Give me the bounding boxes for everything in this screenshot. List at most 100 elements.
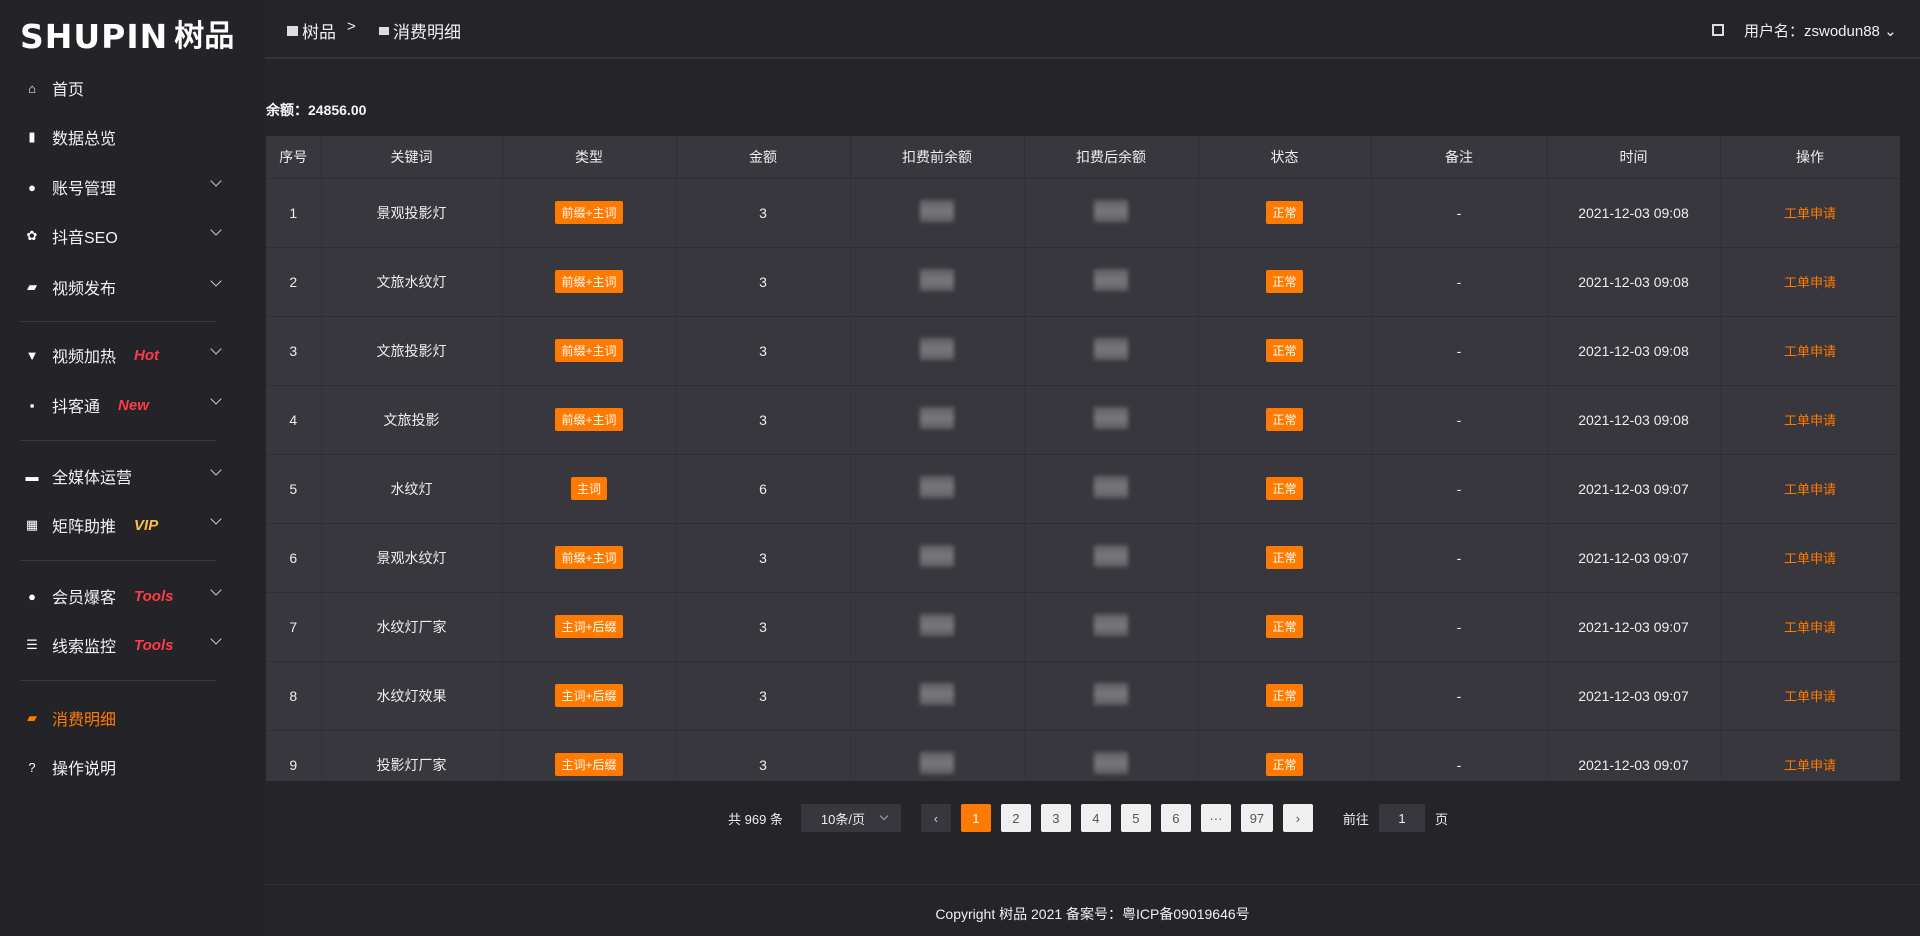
page-button[interactable]: 97 [1240, 804, 1273, 832]
cell-6: 正常 [1198, 385, 1372, 455]
ticket-request-link[interactable]: 工单申请 [1783, 758, 1836, 773]
sidebar-item-label: 视频加热 [52, 349, 117, 366]
ticket-request-link[interactable]: 工单申请 [1783, 275, 1836, 290]
fullscreen-icon[interactable] [1712, 24, 1724, 36]
cell-0: 1 [266, 178, 322, 248]
page-button[interactable]: 6 [1160, 804, 1191, 832]
page-button[interactable]: 5 [1120, 804, 1151, 832]
cell-0: 4 [266, 385, 322, 455]
ticket-request-link[interactable]: 工单申请 [1783, 344, 1836, 359]
user-icon: ● [28, 588, 36, 604]
page-button[interactable]: 4 [1080, 804, 1111, 832]
goto-page-input[interactable]: 1 [1378, 804, 1425, 832]
cell-3: 3 [676, 385, 851, 455]
chevron-down-icon [210, 464, 222, 476]
cell-7: - [1371, 661, 1548, 731]
cell-1: 水纹灯效果 [321, 661, 503, 731]
chevron-down-icon: ⌄ [1884, 23, 1897, 40]
page-button[interactable]: 1 [960, 804, 991, 832]
cell-6: 正常 [1198, 592, 1372, 662]
type-tag: 主词 [570, 477, 607, 500]
next-page-button[interactable]: › [1282, 804, 1313, 832]
blurred-value [920, 269, 954, 291]
consumption-table[interactable]: 序号 关键词 类型 金额 扣费前余额 扣费后余额 状态 备注 时间 操作 1 景观投影灯 前缀+主词 3… [266, 136, 1900, 781]
column-header: 类型 [502, 136, 677, 179]
ticket-request-link[interactable]: 工单申请 [1783, 620, 1836, 635]
page-button[interactable]: 2 [1000, 804, 1031, 832]
sidebar-item-label: 会员爆客 [52, 590, 117, 607]
cell-7: - [1371, 178, 1548, 248]
cell-9: 工单申请 [1720, 661, 1900, 731]
cell-8: 2021-12-03 09:07 [1547, 523, 1721, 593]
sliders-icon: ☰ [26, 637, 38, 652]
sidebar-badge: VIP [134, 516, 159, 534]
cell-3: 3 [676, 523, 851, 593]
cell-8: 2021-12-03 09:08 [1547, 316, 1721, 386]
cell-4 [850, 730, 1025, 781]
page-button[interactable]: 3 [1040, 804, 1071, 832]
sidebar-item-5[interactable]: ▼ 视频加热 Hot [0, 337, 240, 373]
chevron-down-icon [210, 224, 222, 236]
sidebar-item-6[interactable]: ▪ 抖客通 New [0, 387, 240, 423]
chevron-down-icon [210, 175, 222, 187]
status-badge: 正常 [1266, 615, 1303, 638]
cell-1: 文旅投影灯 [321, 316, 503, 386]
page-button[interactable]: ··· [1200, 804, 1231, 832]
sidebar-item-2[interactable]: ● 账号管理 [0, 169, 240, 205]
cell-9: 工单申请 [1720, 523, 1900, 593]
sidebar-item-4[interactable]: ▰ 视频发布 [0, 269, 240, 305]
user-icon: ● [28, 179, 36, 195]
gear-icon: ✿ [26, 228, 38, 243]
ticket-request-link[interactable]: 工单申请 [1783, 413, 1836, 428]
breadcrumb-separator: > [347, 18, 356, 35]
sidebar: SHUPIN 树品 ⌂ 首页 ▮ 数据总览 ● 账号管理 ✿ 抖音SEO ▰ 视频发布 ▼ 视频加热 H… [0, 0, 265, 936]
cell-9: 工单申请 [1720, 730, 1900, 781]
breadcrumb-current: 消费明细 [379, 18, 461, 43]
cell-9: 工单申请 [1720, 385, 1900, 455]
cell-3: 6 [676, 454, 851, 524]
sidebar-item-7[interactable]: ▬ 全媒体运营 [0, 458, 240, 494]
video-icon: ▰ [27, 279, 37, 294]
cell-8: 2021-12-03 09:08 [1547, 247, 1721, 317]
cell-5 [1024, 385, 1199, 455]
blurred-value [1094, 476, 1128, 498]
ticket-request-link[interactable]: 工单申请 [1783, 482, 1836, 497]
blurred-value [920, 752, 954, 774]
ticket-request-link[interactable]: 工单申请 [1783, 206, 1836, 221]
blurred-value [920, 476, 954, 498]
cell-0: 3 [266, 316, 322, 386]
prev-page-button[interactable]: ‹ [920, 804, 951, 832]
page-size-select[interactable]: 10条/页 [800, 804, 901, 832]
cell-9: 工单申请 [1720, 316, 1900, 386]
cell-5 [1024, 592, 1199, 662]
chevron-down-icon [210, 393, 222, 405]
sidebar-item-label: 抖客通 [52, 399, 101, 416]
sidebar-item-1[interactable]: ▮ 数据总览 [0, 119, 240, 155]
chevron-down-icon [210, 633, 222, 645]
blurred-value [1094, 614, 1128, 636]
logo-text-cn: 树品 [174, 20, 235, 53]
column-header: 扣费前余额 [850, 136, 1025, 179]
blurred-value [920, 614, 954, 636]
user-menu[interactable]: 用户名：zswodun88 ⌄ [1744, 20, 1897, 41]
cell-3: 3 [676, 661, 851, 731]
sidebar-item-0[interactable]: ⌂ 首页 [0, 70, 240, 106]
sidebar-item-11[interactable]: ▰ 消费明细 [0, 700, 240, 736]
cell-3: 3 [676, 316, 851, 386]
breadcrumb-home[interactable]: 树品 [287, 18, 336, 43]
grid-icon: ▦ [25, 517, 39, 532]
sidebar-item-8[interactable]: ▦ 矩阵助推 VIP [0, 507, 240, 543]
column-header: 时间 [1547, 136, 1721, 179]
type-tag: 主词+后缀 [555, 615, 623, 638]
logo[interactable]: SHUPIN 树品 [20, 14, 234, 54]
sidebar-item-12[interactable]: ? 操作说明 [0, 749, 240, 785]
status-badge: 正常 [1266, 546, 1303, 569]
cell-0: 9 [266, 730, 322, 781]
sidebar-divider [20, 560, 216, 561]
sidebar-item-10[interactable]: ☰ 线索监控 Tools [0, 627, 240, 663]
ticket-request-link[interactable]: 工单申请 [1783, 689, 1836, 704]
sidebar-item-3[interactable]: ✿ 抖音SEO [0, 218, 240, 254]
ticket-request-link[interactable]: 工单申请 [1783, 551, 1836, 566]
cell-5 [1024, 178, 1199, 248]
sidebar-item-9[interactable]: ● 会员爆客 Tools [0, 578, 240, 614]
